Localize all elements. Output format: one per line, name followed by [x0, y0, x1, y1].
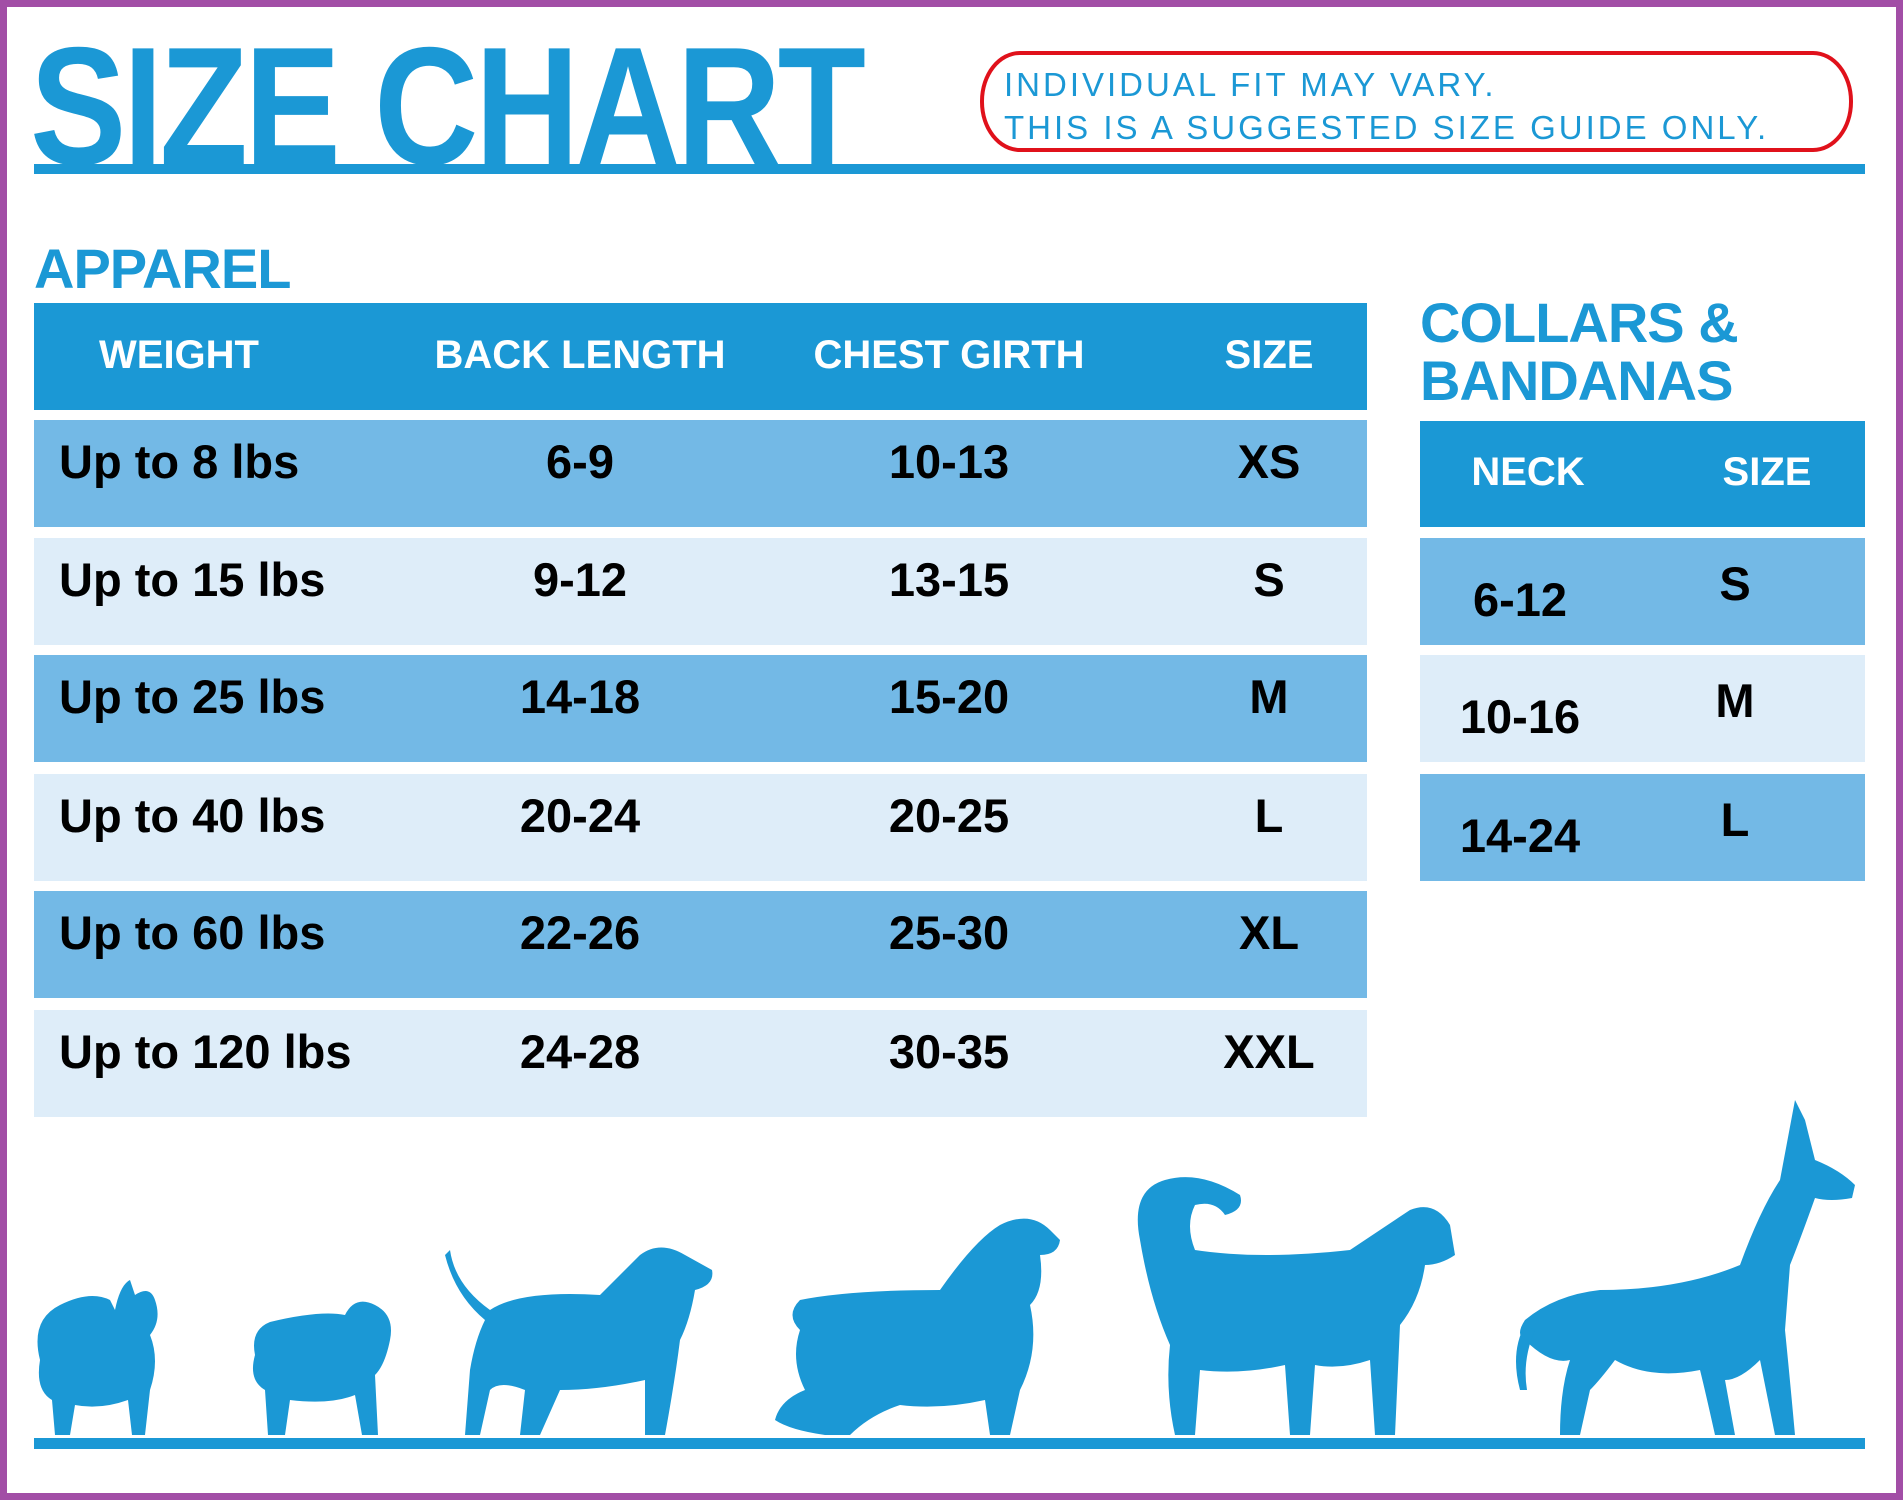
dog-silhouettes — [34, 1100, 1865, 1449]
column-header: CHEST GIRTH — [813, 332, 1085, 377]
table-cell: 15-20 — [888, 670, 1010, 723]
table-cell: 13-15 — [888, 553, 1010, 606]
table-cell: 25-30 — [888, 906, 1010, 959]
table-cell: L — [1254, 789, 1284, 842]
notice-line-1: INDIVIDUAL FIT MAY VARY. — [1004, 66, 1497, 103]
table-cell: 14-18 — [519, 670, 641, 723]
table-cell: 20-24 — [519, 789, 641, 842]
row-label: Up to 40 lbs — [59, 789, 326, 842]
column-header: SIZE — [1722, 450, 1812, 494]
table-row: Up to 120 lbs 24-28 30-35 XXL — [34, 1010, 1367, 1117]
table-cell: S — [1253, 553, 1285, 606]
row-label: Up to 15 lbs — [59, 553, 326, 606]
table-row: Up to 60 lbs 22-26 25-30 XL — [34, 891, 1367, 998]
page-title: SIZE CHART — [30, 12, 866, 200]
column-header: NECK — [1471, 450, 1585, 494]
notice-line-2: THIS IS A SUGGESTED SIZE GUIDE ONLY. — [1004, 109, 1770, 146]
table-cell: 6-9 — [546, 435, 614, 488]
row-label: Up to 8 lbs — [59, 435, 300, 488]
table-row: Up to 25 lbs 14-18 15-20 M — [34, 655, 1367, 762]
table-row: Up to 15 lbs 9-12 13-15 S — [34, 538, 1367, 645]
row-label: Up to 120 lbs — [59, 1025, 352, 1078]
table-row: 6-12 S — [1420, 538, 1865, 645]
beagle-silhouette-icon — [445, 1247, 713, 1435]
table-cell: L — [1720, 793, 1750, 846]
column-header: SIZE — [1224, 332, 1314, 377]
table-cell: M — [1249, 670, 1289, 723]
great-dane-silhouette-icon — [1516, 1100, 1855, 1435]
fit-notice: INDIVIDUAL FIT MAY VARY. THIS IS A SUGGE… — [980, 51, 1853, 152]
table-cell: XS — [1237, 435, 1301, 488]
table-cell: 24-28 — [519, 1025, 641, 1078]
table-cell: S — [1719, 557, 1751, 610]
row-label: 14-24 — [1459, 809, 1581, 862]
table-cell: 20-25 — [888, 789, 1010, 842]
table-cell: XL — [1238, 906, 1300, 959]
table-row: Up to 8 lbs 6-9 10-13 XS — [34, 420, 1367, 527]
collars-header-row: NECK SIZE — [1420, 421, 1865, 527]
collars-heading-line-2: BANDANAS — [1420, 349, 1733, 412]
row-label: Up to 25 lbs — [59, 670, 326, 723]
table-cell: 9-12 — [532, 553, 628, 606]
column-header: BACK LENGTH — [434, 332, 726, 377]
column-header: WEIGHT — [99, 332, 259, 377]
row-label: Up to 60 lbs — [59, 906, 326, 959]
table-cell: 30-35 — [888, 1025, 1010, 1078]
table-row: Up to 40 lbs 20-24 20-25 L — [34, 774, 1367, 881]
collars-heading: COLLARS & BANDANAS — [1420, 291, 1739, 412]
pomeranian-silhouette-icon — [37, 1280, 158, 1435]
table-cell: 22-26 — [519, 906, 641, 959]
ground-line — [34, 1438, 1865, 1449]
apparel-heading: APPAREL — [34, 237, 291, 300]
table-row: 14-24 L — [1420, 774, 1865, 881]
collars-heading-line-1: COLLARS & — [1420, 291, 1739, 354]
spaniel-silhouette-icon — [775, 1218, 1060, 1435]
title-underline — [34, 164, 1865, 174]
row-label: 6-12 — [1472, 573, 1568, 626]
table-cell: XXL — [1223, 1025, 1315, 1078]
husky-silhouette-icon — [1137, 1177, 1455, 1435]
apparel-header-row: WEIGHT BACK LENGTH CHEST GIRTH SIZE — [34, 303, 1367, 410]
table-cell: 10-13 — [888, 435, 1010, 488]
pug-silhouette-icon — [252, 1301, 391, 1435]
table-cell: M — [1715, 674, 1755, 727]
table-row: 10-16 M — [1420, 655, 1865, 762]
row-label: 10-16 — [1459, 690, 1581, 743]
